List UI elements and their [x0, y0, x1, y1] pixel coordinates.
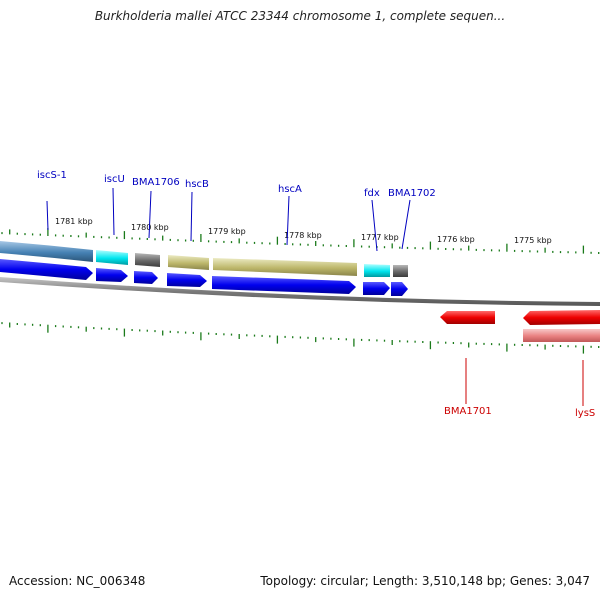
cds-arrow-hscB[interactable]: [167, 273, 207, 287]
reverse-leader-lines: [465, 358, 584, 406]
gene-label-BMA1702[interactable]: BMA1702: [388, 188, 436, 199]
feature-fdx[interactable]: [364, 264, 390, 277]
genome-stats-text: Topology: circular; Length: 3,510,148 bp…: [260, 574, 590, 588]
cds-arrow-BMA1706[interactable]: [134, 271, 158, 284]
gene-label-BMA1701[interactable]: BMA1701: [444, 406, 492, 417]
cds-arrow-iscU[interactable]: [96, 268, 128, 282]
outer-tick-marks: [1, 228, 600, 254]
feature-lysS[interactable]: [523, 329, 600, 342]
feature-BMA1706[interactable]: [135, 253, 160, 267]
kbp-label-1775: 1775 kbp: [514, 236, 552, 245]
forward-strand-track: [0, 259, 408, 296]
reverse-strand-track: [440, 310, 600, 325]
map-title: Burkholderia mallei ATCC 23344 chromosom…: [94, 9, 506, 23]
cds-arrow-hscA[interactable]: [212, 276, 356, 294]
cds-arrow-lysS[interactable]: [523, 310, 600, 325]
feature-iscU[interactable]: [96, 250, 128, 265]
kbp-label-1776: 1776 kbp: [437, 235, 475, 244]
feature-hscA[interactable]: [213, 258, 357, 276]
gene-label-hscA[interactable]: hscA: [278, 184, 302, 195]
feature-BMA1702[interactable]: [393, 265, 408, 277]
cds-arrow-iscS-1[interactable]: [0, 259, 93, 280]
kbp-label-1777: 1777 kbp: [361, 233, 399, 242]
gene-label-hscB[interactable]: hscB: [185, 179, 209, 190]
gene-label-lysS[interactable]: lysS: [575, 408, 595, 419]
feature-iscS-1[interactable]: [0, 241, 93, 262]
inner-tick-marks: [1, 322, 600, 354]
reverse-feature-color-track: [523, 329, 600, 342]
accession-text: Accession: NC_006348: [9, 574, 146, 588]
kbp-label-1779: 1779 kbp: [208, 227, 246, 236]
gene-label-fdx[interactable]: fdx: [364, 188, 380, 199]
gene-label-iscU[interactable]: iscU: [104, 174, 125, 185]
chromosome-backbone: [0, 277, 600, 306]
gene-label-BMA1706[interactable]: BMA1706: [132, 177, 180, 188]
feature-color-track: [0, 241, 408, 277]
forward-leader-lines: [46, 187, 411, 252]
cds-arrow-fdx[interactable]: [363, 282, 390, 295]
kbp-label-1781: 1781 kbp: [55, 217, 93, 226]
cds-arrow-BMA1702[interactable]: [391, 282, 408, 296]
feature-hscB[interactable]: [168, 255, 209, 270]
gene-label-iscS-1[interactable]: iscS-1: [37, 170, 67, 181]
cds-arrow-BMA1701[interactable]: [440, 311, 495, 324]
kbp-label-1778: 1778 kbp: [284, 231, 322, 240]
